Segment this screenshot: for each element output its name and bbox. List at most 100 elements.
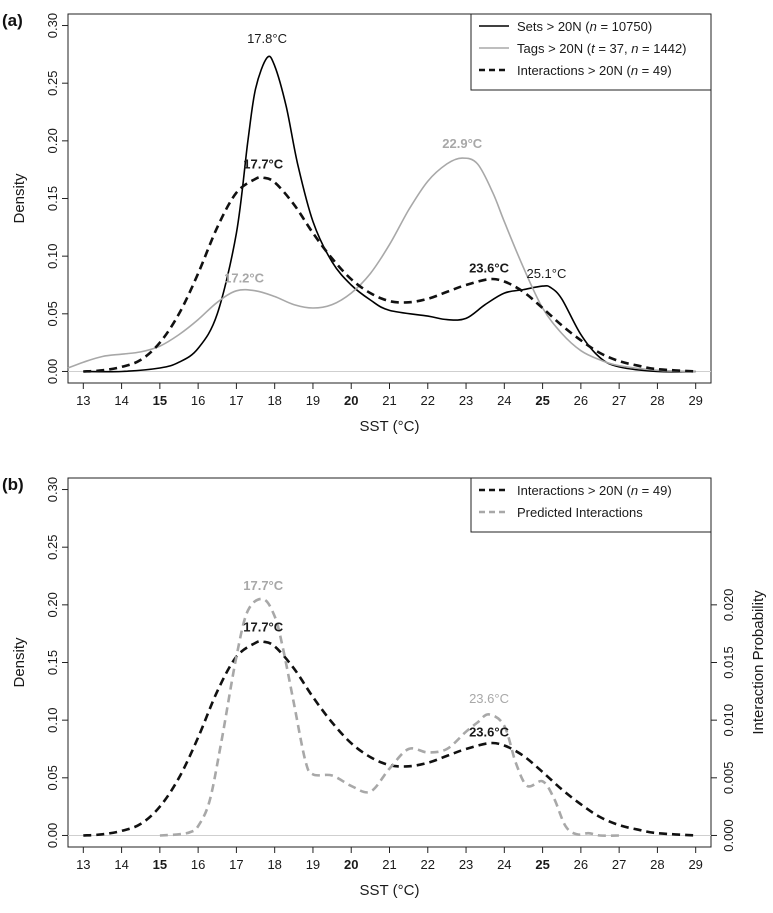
legend-text-part: n bbox=[631, 41, 638, 56]
x-tick-label: 26 bbox=[574, 857, 588, 872]
legend-text-part: = 1442) bbox=[638, 41, 686, 56]
y-tick-label: 0.10 bbox=[45, 244, 60, 269]
series-line-1 bbox=[159, 597, 620, 837]
series-line-0 bbox=[83, 639, 696, 837]
x-tick-label: 16 bbox=[191, 393, 205, 408]
x-tick-label: 14 bbox=[114, 393, 128, 408]
legend: Sets > 20N (n = 10750)Tags > 20N (t = 37… bbox=[470, 13, 712, 91]
legend-box bbox=[470, 13, 712, 91]
x-tick-label: 17 bbox=[229, 857, 243, 872]
x-tick-label: 26 bbox=[574, 393, 588, 408]
peak-annotation: 23.6°C bbox=[469, 691, 509, 706]
panel-label: (a) bbox=[2, 11, 23, 30]
x-tick-label: 18 bbox=[267, 857, 281, 872]
x-tick-label: 21 bbox=[382, 857, 396, 872]
panel-label: (b) bbox=[2, 475, 24, 494]
peak-annotation: 17.7°C bbox=[243, 157, 284, 172]
x-tick-label: 18 bbox=[267, 393, 281, 408]
legend-entry-1: Predicted Interactions bbox=[517, 505, 643, 520]
x-axis-label: SST (°C) bbox=[360, 418, 420, 435]
series-line-2 bbox=[83, 175, 696, 373]
x-tick-label: 28 bbox=[650, 857, 664, 872]
legend-text-part: = 37, bbox=[595, 41, 632, 56]
legend-text-part: n bbox=[631, 63, 638, 78]
legend-entry-2: Interactions > 20N (n = 49) bbox=[517, 63, 672, 78]
legend-text-part: Sets > 20N ( bbox=[517, 19, 590, 34]
x-tick-label: 27 bbox=[612, 393, 626, 408]
y-tick-label: 0.15 bbox=[45, 186, 60, 211]
x-tick-label: 29 bbox=[688, 857, 702, 872]
x-tick-label: 13 bbox=[76, 393, 90, 408]
x-tick-label: 24 bbox=[497, 857, 511, 872]
y2-tick-label: 0.005 bbox=[721, 762, 736, 795]
legend-text-part: Interactions > 20N ( bbox=[517, 483, 631, 498]
legend-text-part: = 49) bbox=[638, 483, 672, 498]
x-tick-label: 17 bbox=[229, 393, 243, 408]
y-tick-label: 0.05 bbox=[45, 765, 60, 790]
x-tick-label: 19 bbox=[306, 393, 320, 408]
x-tick-label: 21 bbox=[382, 393, 396, 408]
x-axis-label: SST (°C) bbox=[360, 882, 420, 899]
x-tick-label: 25 bbox=[535, 857, 549, 872]
x-tick-label: 23 bbox=[459, 857, 473, 872]
legend-text-part: Interactions > 20N ( bbox=[517, 63, 631, 78]
peak-annotation: 23.6°C bbox=[469, 724, 510, 739]
legend-text-part: = 49) bbox=[638, 63, 672, 78]
legend-box bbox=[470, 477, 712, 533]
x-tick-label: 13 bbox=[76, 857, 90, 872]
y-tick-label: 0.25 bbox=[45, 71, 60, 96]
x-tick-label: 28 bbox=[650, 393, 664, 408]
panel-a: 13 14 15 16 17 18 19 20 21 22 23 24 25 26 27 28 29 0.00 0.… bbox=[2, 11, 712, 435]
y-tick-label: 0.30 bbox=[45, 13, 60, 38]
x-tick-label: 20 bbox=[344, 393, 358, 408]
y-axis-label: Density bbox=[11, 173, 28, 224]
y-tick-label: 0.00 bbox=[45, 823, 60, 848]
y-tick-label: 0.15 bbox=[45, 650, 60, 675]
x-tick-label: 29 bbox=[688, 393, 702, 408]
y-tick-label: 0.00 bbox=[45, 359, 60, 384]
y-tick-label: 0.20 bbox=[45, 128, 60, 153]
x-tick-label: 24 bbox=[497, 393, 511, 408]
legend-text-part: n bbox=[631, 483, 638, 498]
x-tick-label: 15 bbox=[153, 857, 167, 872]
y2-axis-label: Interaction Probability bbox=[750, 590, 767, 735]
series-line-0 bbox=[83, 55, 696, 373]
x-tick-label: 20 bbox=[344, 857, 358, 872]
peak-annotation: 17.2°C bbox=[224, 271, 265, 286]
x-tick-label: 14 bbox=[114, 857, 128, 872]
panel-b: 13 14 15 16 17 18 19 20 21 22 23 24 25 26 27 28 29 0.00 0.… bbox=[2, 475, 767, 899]
legend-text-part: Predicted Interactions bbox=[517, 505, 643, 520]
peak-annotation: 25.1°C bbox=[526, 266, 566, 281]
legend-entry-0: Interactions > 20N (n = 49) bbox=[517, 483, 672, 498]
y-tick-label: 0.05 bbox=[45, 301, 60, 326]
x-tick-label: 22 bbox=[421, 393, 435, 408]
y2-tick-label: 0.010 bbox=[721, 704, 736, 737]
y2-tick-label: 0.015 bbox=[721, 646, 736, 679]
plot-frame bbox=[67, 477, 712, 848]
legend-text-part: Tags > 20N ( bbox=[517, 41, 592, 56]
x-tick-label: 27 bbox=[612, 857, 626, 872]
legend: Interactions > 20N (n = 49) Predicted Int… bbox=[470, 477, 712, 533]
y-tick-label: 0.25 bbox=[45, 535, 60, 560]
series-line-1 bbox=[67, 157, 696, 373]
y-tick-label: 0.30 bbox=[45, 477, 60, 502]
peak-annotation: 17.8°C bbox=[247, 31, 287, 46]
x-tick-label: 22 bbox=[421, 857, 435, 872]
y-axis-label: Density bbox=[11, 637, 28, 688]
y-tick-label: 0.20 bbox=[45, 592, 60, 617]
legend-text-part: = 10750) bbox=[597, 19, 652, 34]
x-tick-label: 23 bbox=[459, 393, 473, 408]
legend-text-part: n bbox=[590, 19, 597, 34]
legend-entry-1: Tags > 20N (t = 37, n = 1442) bbox=[517, 41, 687, 56]
peak-annotation: 17.7°C bbox=[243, 578, 284, 593]
y2-tick-label: 0.020 bbox=[721, 589, 736, 622]
peak-annotation: 23.6°C bbox=[469, 260, 510, 275]
y2-tick-label: 0.000 bbox=[721, 819, 736, 852]
x-tick-label: 15 bbox=[153, 393, 167, 408]
legend-entry-0: Sets > 20N (n = 10750) bbox=[517, 19, 652, 34]
legend-text-part: t bbox=[591, 41, 596, 56]
x-tick-label: 19 bbox=[306, 857, 320, 872]
x-tick-label: 16 bbox=[191, 857, 205, 872]
